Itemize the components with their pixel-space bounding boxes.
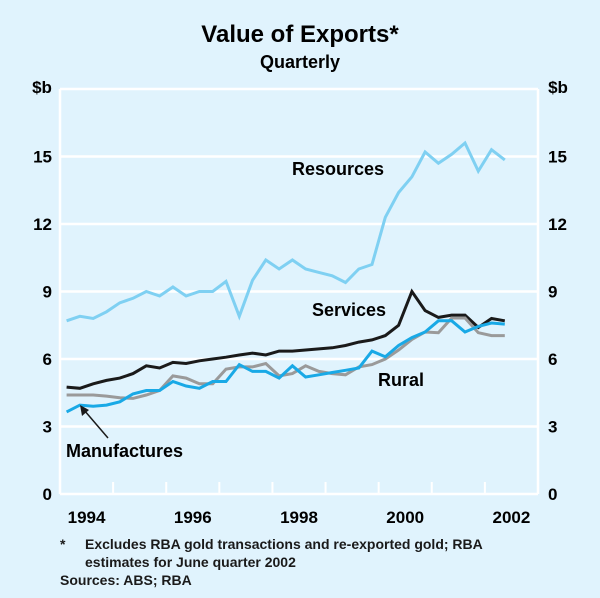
label-rural: Rural bbox=[378, 370, 424, 390]
sources: Sources: ABS; RBA bbox=[60, 572, 192, 588]
x-axis: 1994 1996 1998 2000 2002 bbox=[68, 482, 531, 527]
arrow-head bbox=[80, 405, 89, 416]
y-tick-label-left: 9 bbox=[43, 283, 52, 302]
arrow-line bbox=[83, 409, 109, 439]
gridlines bbox=[60, 155, 538, 428]
label-resources: Resources bbox=[292, 159, 384, 179]
label-services: Services bbox=[312, 300, 386, 320]
y-tick-label-right: 12 bbox=[548, 215, 567, 234]
series-line-manufactures bbox=[65, 319, 505, 414]
y-tick-label-right: 15 bbox=[548, 148, 567, 167]
y-tick-label-right: 0 bbox=[548, 485, 557, 504]
x-tick-label: 1996 bbox=[174, 508, 212, 527]
footnote-line-2: estimates for June quarter 2002 bbox=[85, 554, 296, 570]
series-lines bbox=[65, 140, 506, 414]
y-tick-label-left: 15 bbox=[33, 148, 52, 167]
plot-frame bbox=[58, 87, 540, 496]
chart-title: Value of Exports* bbox=[201, 21, 399, 48]
series-line-services bbox=[66, 288, 506, 390]
y-axis-unit-right: $b bbox=[548, 78, 568, 97]
y-tick-label-right: 6 bbox=[548, 350, 557, 369]
x-tick-label: 2000 bbox=[386, 508, 424, 527]
x-tick-label: 1994 bbox=[68, 508, 106, 527]
footnote-marker: * bbox=[60, 536, 66, 552]
y-axis-left: 0 3 6 9 12 15 bbox=[33, 148, 52, 505]
y-tick-label-left: 0 bbox=[43, 485, 52, 504]
chart-subtitle: Quarterly bbox=[260, 52, 340, 72]
label-manufactures: Manufactures bbox=[66, 441, 183, 461]
y-tick-label-left: 3 bbox=[43, 418, 52, 437]
y-tick-label-left: 12 bbox=[33, 215, 52, 234]
y-axis-right: 0 3 6 9 12 15 bbox=[548, 148, 567, 505]
series-line-resources bbox=[66, 140, 506, 323]
footnote-line-1: Excludes RBA gold transactions and re-ex… bbox=[85, 536, 483, 552]
manufactures-arrow bbox=[80, 405, 109, 439]
x-tick-label: 1998 bbox=[280, 508, 318, 527]
y-tick-label-left: 6 bbox=[43, 350, 52, 369]
y-axis-unit-left: $b bbox=[32, 78, 52, 97]
y-tick-label-right: 9 bbox=[548, 283, 557, 302]
series-line-rural bbox=[66, 316, 505, 400]
y-tick-label-right: 3 bbox=[548, 418, 557, 437]
x-tick-label: 2002 bbox=[493, 508, 531, 527]
